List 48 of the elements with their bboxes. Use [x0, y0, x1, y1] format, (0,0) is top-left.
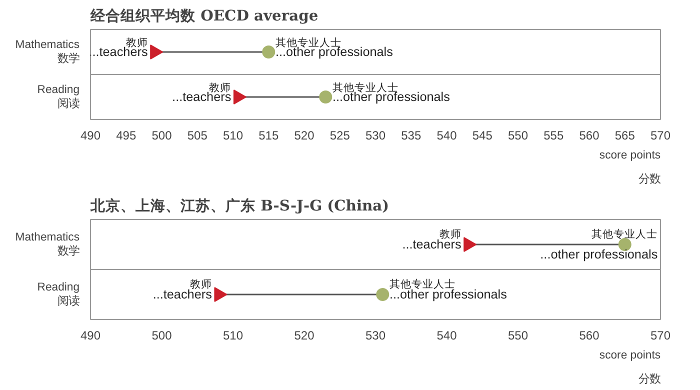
y-tick-label: Mathematics 数学 — [15, 231, 80, 258]
x-tick-label: 550 — [508, 128, 528, 142]
x-tick-label: 540 — [436, 128, 458, 142]
x-tick-label: 560 — [579, 328, 600, 342]
x-axis-title: score points 分数 — [599, 350, 661, 386]
series-label: 其他专业人士 ...other professionals — [275, 36, 393, 59]
x-axis-title: score points 分数 — [599, 150, 661, 186]
x-tick-label: 490 — [80, 128, 101, 142]
x-tick-label: 530 — [365, 328, 386, 342]
y-tick-label: Reading 阅读 — [37, 281, 80, 308]
point — [464, 237, 477, 252]
x-tick-label: 535 — [401, 128, 422, 142]
x-tick-label: 550 — [508, 328, 528, 342]
point — [214, 287, 228, 302]
x-tick-label: 570 — [650, 128, 671, 142]
x-tick-label: 540 — [436, 328, 458, 342]
point — [150, 44, 164, 60]
chart-title: 经合组织平均数 OECD average — [90, 8, 318, 24]
x-tick-label: 525 — [330, 128, 350, 142]
x-tick-label: 560 — [579, 128, 600, 142]
y-tick-label: Reading 阅读 — [37, 84, 80, 110]
chart-title: 北京、上海、江苏、广东 B-S-J-G (China) — [90, 196, 390, 214]
x-tick-label: 510 — [222, 328, 244, 342]
text: 其他专业人士 ...other professionals — [540, 228, 658, 262]
x-tick-label: 515 — [258, 128, 279, 142]
series-label: 其他专业人士 ...other professionals — [389, 278, 507, 302]
series-label: 教师 ...teachers — [172, 82, 232, 104]
series-label: 教师 ...teachers — [402, 228, 462, 252]
x-tick-label: 565 — [614, 128, 636, 142]
x-tick-label: 505 — [187, 128, 208, 142]
point — [233, 90, 247, 104]
x-tick-label: 495 — [116, 128, 136, 142]
y-tick-label: Mathematics 数学 — [15, 38, 80, 66]
x-tick-label: 555 — [544, 128, 564, 142]
point — [376, 288, 390, 301]
point — [262, 46, 276, 58]
x-tick-label: 500 — [152, 128, 172, 142]
x-tick-label: 520 — [294, 328, 315, 342]
x-tick-label: 530 — [365, 128, 386, 142]
text: 教师 ...teachers — [152, 278, 212, 302]
x-tick-label: 500 — [152, 328, 172, 342]
point — [319, 90, 332, 104]
x-tick-label: 510 — [222, 128, 244, 142]
x-tick-label: 490 — [80, 328, 101, 342]
x-tick-label: 545 — [472, 128, 493, 142]
x-tick-label: 570 — [650, 328, 671, 342]
x-tick-label: 520 — [294, 128, 315, 142]
text: 其他专业人士 ...other professionals — [332, 82, 450, 104]
